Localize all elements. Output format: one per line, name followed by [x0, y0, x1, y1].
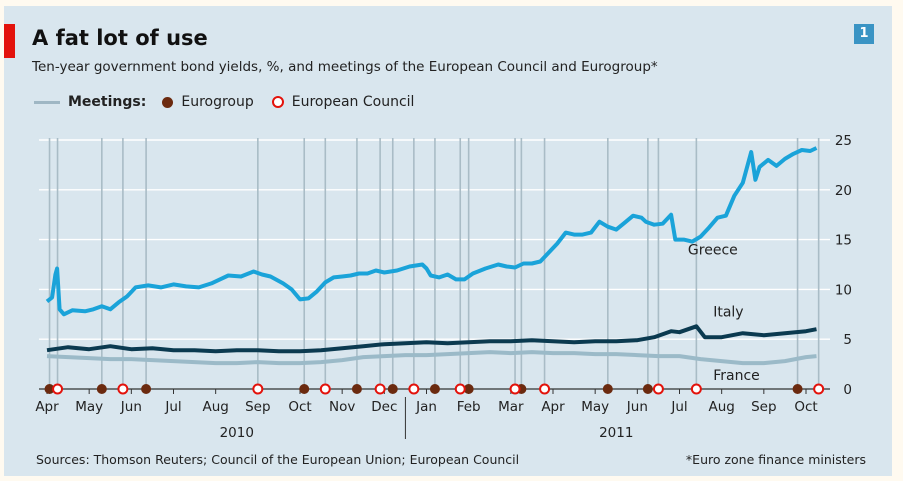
- series-line-greece: [45, 146, 818, 317]
- eurogroup-meeting-marker: [299, 384, 310, 394]
- chart-subtitle: Ten-year government bond yields, %, and …: [32, 59, 658, 75]
- council-meeting-marker: [408, 383, 420, 395]
- x-tick-label: Jun: [120, 399, 142, 415]
- meeting-line-swatch: [34, 100, 60, 104]
- council-meeting-marker: [509, 383, 521, 395]
- x-tick-label: Jan: [415, 399, 437, 415]
- x-tick-label: Apr: [541, 399, 565, 415]
- council-dot-icon: [271, 96, 284, 108]
- legend-eurogroup-label: Eurogroup: [181, 94, 254, 110]
- eurogroup-meeting-marker: [642, 384, 653, 394]
- sources-note: Sources: Thomson Reuters; Council of the…: [36, 452, 520, 467]
- x-tick-label: Jun: [626, 399, 648, 415]
- x-tick-label: Jul: [670, 399, 687, 415]
- series-line-italy: [46, 324, 817, 354]
- eurogroup-meeting-marker: [44, 384, 55, 394]
- council-meeting-marker: [117, 383, 129, 395]
- legend-meetings-label: Meetings:: [68, 94, 147, 110]
- year-label: 2011: [599, 425, 633, 441]
- legend: Meetings: Eurogroup European Council: [34, 92, 432, 112]
- series-line-france: [46, 350, 817, 366]
- y-tick-label: 15: [835, 233, 852, 249]
- year-label: 2010: [220, 425, 254, 441]
- eurogroup-meeting-marker: [463, 384, 474, 394]
- council-meeting-marker: [319, 383, 331, 395]
- x-tick-label: Oct: [288, 399, 311, 415]
- x-tick-label: Aug: [202, 399, 228, 415]
- x-tick-label: Dec: [371, 399, 397, 415]
- footnote: *Euro zone finance ministers: [685, 452, 866, 467]
- x-tick-label: May: [75, 399, 103, 415]
- y-tick-label: 25: [835, 133, 852, 149]
- x-tick-label: Aug: [708, 399, 734, 415]
- chart-title: A fat lot of use: [32, 26, 208, 50]
- series-label-greece: Greece: [688, 243, 738, 259]
- eurogroup-meeting-marker: [429, 384, 440, 394]
- council-meeting-marker: [52, 383, 64, 395]
- x-tick-label: Nov: [329, 399, 355, 415]
- eurogroup-meeting-marker: [96, 384, 107, 394]
- x-tick-label: May: [581, 399, 609, 415]
- eurogroup-meeting-marker: [602, 384, 613, 394]
- council-meeting-marker: [374, 383, 386, 395]
- eurogroup-meeting-marker: [792, 384, 803, 394]
- legend-council-label: European Council: [291, 94, 415, 110]
- eurogroup-dot-icon: [162, 96, 174, 108]
- series-label-france: France: [713, 368, 760, 384]
- council-meeting-marker: [539, 383, 551, 395]
- y-tick-label: 0: [843, 382, 852, 398]
- chart-card: A fat lot of use Ten-year government bon…: [4, 6, 892, 476]
- council-meeting-marker: [454, 383, 466, 395]
- y-tick-label: 5: [843, 332, 852, 348]
- x-tick-label: Sep: [245, 399, 270, 415]
- chart-number-badge: 1: [854, 24, 874, 44]
- series-label-italy: Italy: [713, 304, 743, 320]
- council-meeting-marker: [652, 383, 664, 395]
- eurogroup-meeting-marker: [387, 384, 398, 394]
- x-tick-label: Apr: [35, 399, 59, 415]
- y-tick-label: 20: [835, 183, 852, 199]
- eurogroup-meeting-marker: [351, 384, 362, 394]
- x-tick-label: Mar: [498, 399, 524, 415]
- council-meeting-marker: [690, 383, 702, 395]
- eurogroup-meeting-marker: [141, 384, 152, 394]
- plot-area: 0 5 10 15 20 25 Apr May Jun Jul Aug Sep Oct Nov Dec Jan…: [35, 133, 852, 441]
- x-tick-label: Jul: [164, 399, 181, 415]
- x-tick-label: Sep: [751, 399, 776, 415]
- council-meeting-marker: [813, 383, 825, 395]
- x-tick-label: Feb: [457, 399, 481, 415]
- brand-red-tag: [4, 24, 15, 58]
- council-meeting-marker: [252, 383, 264, 395]
- x-tick-label: Oct: [794, 399, 817, 415]
- y-tick-label: 10: [835, 282, 852, 298]
